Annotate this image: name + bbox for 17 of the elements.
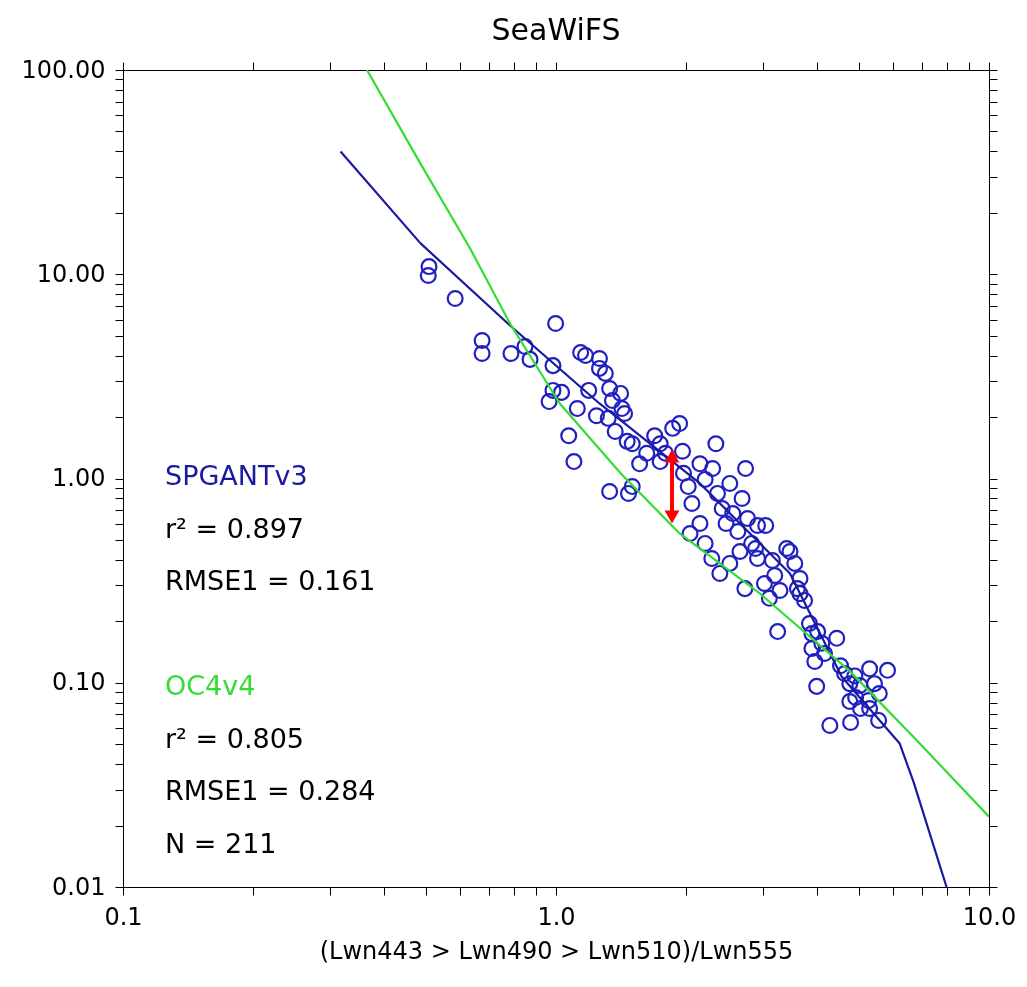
annotation: N = 211 (165, 827, 277, 859)
y-tick-label: 0.01 (52, 872, 106, 901)
x-tick-label: 1.0 (537, 902, 576, 931)
text: SPGANTv3 (165, 460, 308, 491)
y-tick-label: 100.00 (21, 55, 106, 84)
y-tick-label: 1.00 (52, 464, 106, 492)
annotation: RMSE1 = 0.284 (165, 775, 376, 806)
x-tick-label: 0.1 (104, 902, 143, 931)
annotation: r² = 0.897 (165, 512, 305, 544)
annotation: r² = 0.805 (165, 722, 305, 754)
x-axis-title: (Lwn443 > Lwn490 > Lwn510)/Lwn555 (319, 936, 794, 965)
y-tick-label: 0.10 (52, 668, 106, 697)
chart-title: SeaWiFS (491, 12, 621, 47)
annotation: RMSE1 = 0.161 (165, 565, 376, 596)
text: OC4v4 (165, 670, 256, 701)
x-tick-label: 10.0 (962, 902, 1017, 931)
y-tick-label: 10.00 (36, 259, 106, 288)
